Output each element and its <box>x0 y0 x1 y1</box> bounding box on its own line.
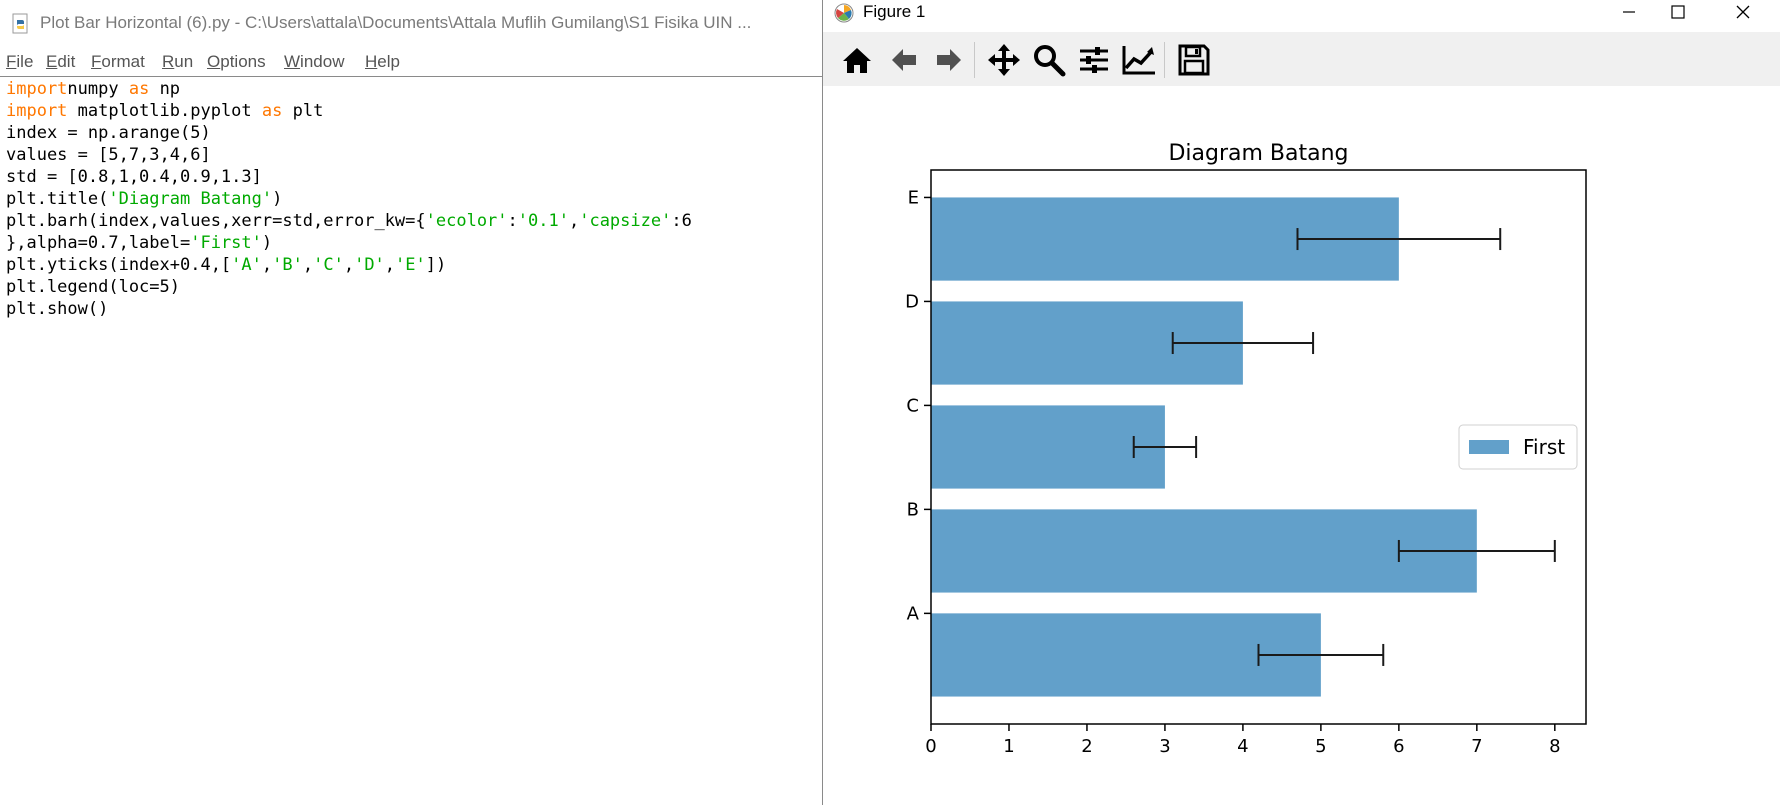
y-tick-label: D <box>905 291 919 312</box>
y-tick-label: A <box>907 603 920 624</box>
close-button[interactable] <box>1718 0 1768 24</box>
bar-b <box>931 509 1477 593</box>
code-line: importnumpy as np <box>6 79 181 99</box>
legend-box <box>1458 424 1578 470</box>
back-arrow-icon <box>892 49 916 71</box>
code-line: std = [0.8,1,0.4,0.9,1.3] <box>6 167 262 187</box>
code-editor[interactable]: importnumpy as np import matplotlib.pyplo… <box>6 78 692 320</box>
x-tick-label: 2 <box>1081 736 1092 757</box>
figure-titlebar: Figure 1 <box>823 0 1780 32</box>
menu-options[interactable]: Options <box>207 52 266 71</box>
code-line: index = np.arange(5) <box>6 123 211 143</box>
x-tick-label: 8 <box>1549 736 1560 757</box>
code-line: import matplotlib.pyplot as plt <box>6 101 324 121</box>
menu-run[interactable]: Run <box>162 52 194 71</box>
menu-help[interactable]: Help <box>365 52 400 71</box>
matplotlib-logo-icon <box>834 3 854 23</box>
back-button[interactable] <box>886 42 922 78</box>
figure-title: Figure 1 <box>863 2 926 21</box>
code-line: },alpha=0.7,label='First') <box>6 233 273 253</box>
save-icon <box>1178 44 1210 76</box>
x-tick-label: 0 <box>925 736 936 757</box>
x-tick-label: 6 <box>1393 736 1404 757</box>
edit-axes-icon <box>1122 46 1155 75</box>
menu-window[interactable]: Window <box>284 52 345 71</box>
maximize-button[interactable] <box>1653 0 1703 24</box>
code-line: values = [5,7,3,4,6] <box>6 145 211 165</box>
editor-menubar: File Edit Format Run Options Window Help <box>0 48 822 76</box>
bar-a <box>931 613 1321 697</box>
menubar-divider <box>0 76 822 77</box>
editor-title: Plot Bar Horizontal (6).py - C:\Users\at… <box>40 13 752 32</box>
zoom-icon <box>1034 45 1066 77</box>
code-line: plt.barh(index,values,xerr=std,error_kw=… <box>6 211 692 231</box>
y-tick-label: C <box>906 395 919 416</box>
x-tick-label: 3 <box>1159 736 1170 757</box>
editor-titlebar: Plot Bar Horizontal (6).py - C:\Users\at… <box>0 0 822 48</box>
toolbar-separator <box>974 42 975 78</box>
forward-arrow-icon <box>937 49 961 71</box>
code-line: plt.legend(loc=5) <box>6 277 180 297</box>
x-tick-label: 1 <box>1003 736 1014 757</box>
bar-chart: Diagram Batang 0 1 2 3 4 5 6 7 8 A B C D E First <box>905 141 1587 757</box>
menu-format[interactable]: Format <box>91 52 145 71</box>
edit-axes-button[interactable] <box>1121 42 1157 78</box>
configure-subplots-icon <box>1080 47 1108 73</box>
code-line: plt.title('Diagram Batang') <box>6 189 283 209</box>
figure-toolbar <box>823 32 1780 86</box>
x-tick-label: 7 <box>1471 736 1482 757</box>
bar-c <box>931 405 1165 489</box>
idle-editor-window: Plot Bar Horizontal (6).py - C:\Users\at… <box>0 0 822 805</box>
y-tick-label: E <box>908 187 919 208</box>
code-line: plt.yticks(index+0.4,['A','B','C','D','E… <box>6 255 447 275</box>
zoom-button[interactable] <box>1031 42 1067 78</box>
pan-button[interactable] <box>986 42 1022 78</box>
pan-icon <box>988 44 1020 76</box>
forward-button[interactable] <box>931 42 967 78</box>
save-button[interactable] <box>1176 42 1212 78</box>
menu-file[interactable]: File <box>6 52 34 71</box>
matplotlib-figure-window: Figure 1 <box>822 0 1780 805</box>
toolbar-separator <box>1164 42 1165 78</box>
minimize-icon <box>1623 11 1635 13</box>
python-file-icon <box>12 13 28 34</box>
minimize-button[interactable] <box>1604 0 1654 24</box>
x-tick-label: 4 <box>1237 736 1248 757</box>
home-icon <box>843 48 871 73</box>
axes-frame <box>930 169 1587 725</box>
chart-title: Diagram Batang <box>1168 141 1348 166</box>
home-button[interactable] <box>839 42 875 78</box>
configure-subplots-button[interactable] <box>1076 42 1112 78</box>
close-icon <box>1736 5 1750 19</box>
menu-edit[interactable]: Edit <box>46 52 76 71</box>
legend-label: First <box>1523 435 1565 459</box>
x-tick-label: 5 <box>1315 736 1326 757</box>
y-tick-label: B <box>907 499 919 520</box>
code-line: plt.show() <box>6 299 109 319</box>
maximize-icon <box>1671 5 1685 19</box>
plot-canvas[interactable]: Diagram Batang 0 1 2 3 4 5 6 7 8 A B C D E First <box>823 86 1780 805</box>
legend-swatch <box>1469 440 1509 454</box>
